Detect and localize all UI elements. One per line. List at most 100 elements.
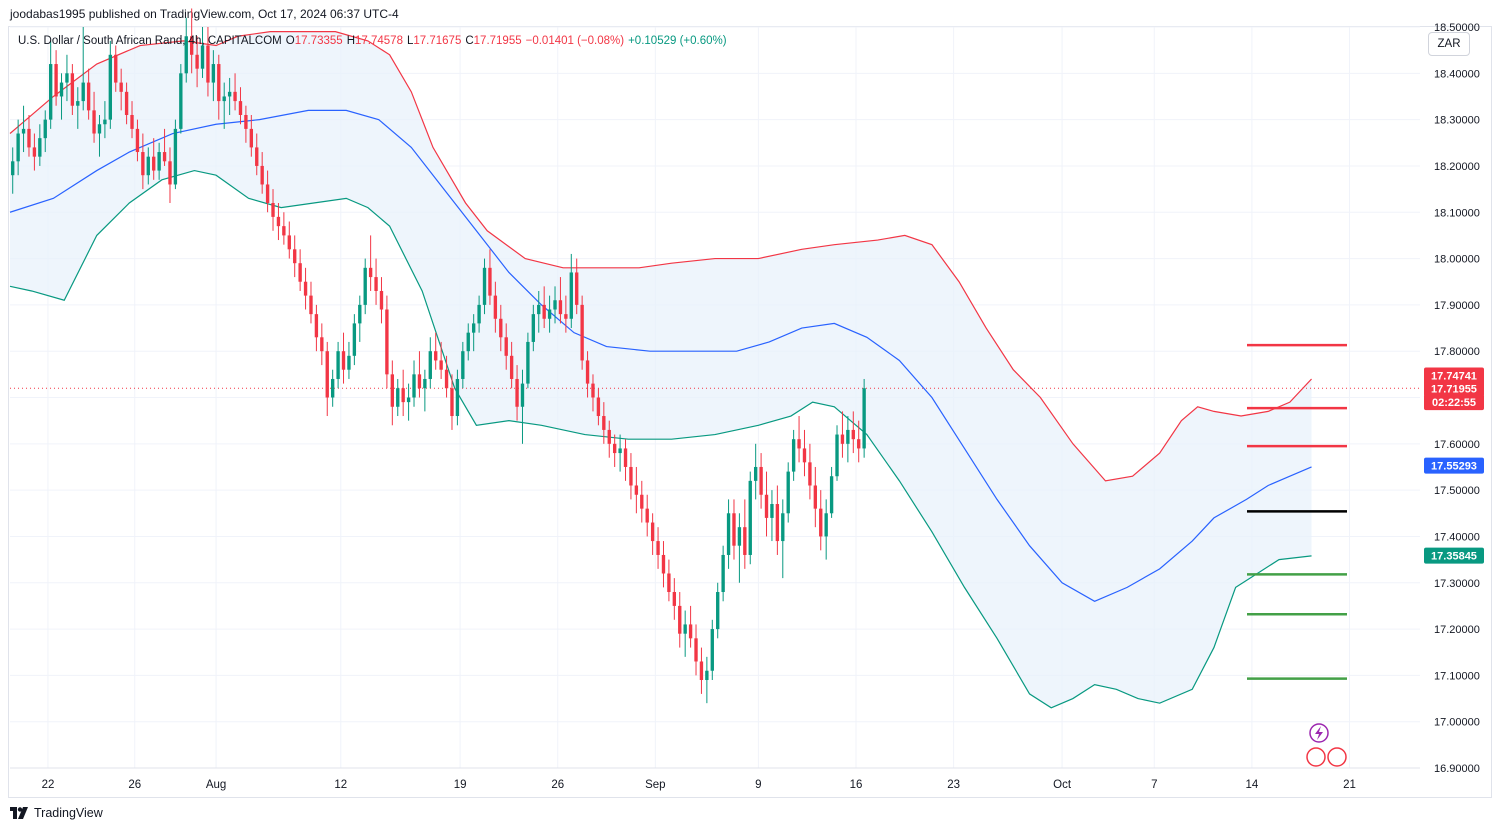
candle-body[interactable] xyxy=(640,494,644,509)
candle-body[interactable] xyxy=(86,82,91,111)
candle-body[interactable] xyxy=(526,341,530,384)
candle-body[interactable] xyxy=(217,64,221,102)
candle-body[interactable] xyxy=(634,485,639,495)
candle-body[interactable] xyxy=(108,54,113,120)
candle-body[interactable] xyxy=(347,355,351,370)
candle-body[interactable] xyxy=(146,156,150,176)
candle-body[interactable] xyxy=(672,592,677,606)
candle-body[interactable] xyxy=(97,124,102,134)
candle-body[interactable] xyxy=(130,114,134,129)
candle-body[interactable] xyxy=(385,309,389,375)
candle-body[interactable] xyxy=(184,36,188,74)
candle-body[interactable] xyxy=(157,152,161,171)
candle-body[interactable] xyxy=(623,448,628,467)
candle-body[interactable] xyxy=(835,434,839,477)
candle-body[interactable] xyxy=(271,202,275,217)
candle-body[interactable] xyxy=(401,388,405,403)
candle-body[interactable] xyxy=(412,374,416,398)
candle-body[interactable] xyxy=(737,527,742,546)
candle-body[interactable] xyxy=(168,161,172,185)
candle-body[interactable] xyxy=(330,378,335,398)
candle-body[interactable] xyxy=(829,476,834,514)
candle-body[interactable] xyxy=(531,314,536,342)
candle-body[interactable] xyxy=(314,314,319,338)
candle-body[interactable] xyxy=(732,513,736,546)
candle-body[interactable] xyxy=(179,73,183,129)
candle-body[interactable] xyxy=(434,351,438,361)
candle-body[interactable] xyxy=(650,522,655,542)
candle-body[interactable] xyxy=(499,318,503,338)
candle-body[interactable] xyxy=(596,397,601,417)
candle-body[interactable] xyxy=(227,91,232,97)
candle-body[interactable] xyxy=(661,554,666,574)
candle-body[interactable] xyxy=(520,383,525,407)
candle-body[interactable] xyxy=(48,64,53,120)
candle-body[interactable] xyxy=(504,337,508,356)
candle-body[interactable] xyxy=(721,554,725,593)
candle-body[interactable] xyxy=(336,351,340,379)
candle-body[interactable] xyxy=(76,101,80,106)
candle-body[interactable] xyxy=(575,272,579,305)
candle-body[interactable] xyxy=(303,281,308,296)
candle-body[interactable] xyxy=(688,624,693,639)
candle-body[interactable] xyxy=(320,337,324,352)
candle-body[interactable] xyxy=(11,161,15,176)
candle-body[interactable] xyxy=(813,485,818,509)
candle-body[interactable] xyxy=(802,448,807,463)
candle-body[interactable] xyxy=(612,443,617,454)
tradingview-brand[interactable]: TradingView xyxy=(34,806,103,820)
candle-body[interactable] xyxy=(265,184,270,203)
candle-body[interactable] xyxy=(851,429,855,440)
candle-body[interactable] xyxy=(857,439,861,449)
candle-body[interactable] xyxy=(70,73,75,106)
candle-body[interactable] xyxy=(862,388,866,449)
candle-body[interactable] xyxy=(569,272,573,319)
candle-body[interactable] xyxy=(152,156,156,171)
candle-body[interactable] xyxy=(428,351,432,379)
candle-body[interactable] xyxy=(92,110,96,134)
candle-body[interactable] xyxy=(748,480,752,555)
candle-body[interactable] xyxy=(710,629,714,671)
candle-body[interactable] xyxy=(211,64,216,83)
candle-body[interactable] xyxy=(775,504,780,542)
candle-body[interactable] xyxy=(716,592,720,630)
candle-body[interactable] xyxy=(824,513,828,537)
candle-body[interactable] xyxy=(38,138,42,157)
candle-body[interactable] xyxy=(59,82,64,97)
candle-body[interactable] xyxy=(509,355,514,379)
candle-body[interactable] xyxy=(455,378,460,417)
candle-body[interactable] xyxy=(260,165,264,185)
candle-body[interactable] xyxy=(406,397,411,403)
candle-body[interactable] xyxy=(358,304,362,324)
candle-body[interactable] xyxy=(439,360,443,370)
candle-body[interactable] xyxy=(65,73,69,83)
candle-body[interactable] xyxy=(390,374,395,407)
currency-button[interactable]: ZAR xyxy=(1428,32,1470,56)
candle-body[interactable] xyxy=(325,351,329,398)
candle-body[interactable] xyxy=(363,267,367,305)
candle-body[interactable] xyxy=(667,573,671,593)
candle-body[interactable] xyxy=(173,128,178,185)
candle-body[interactable] xyxy=(195,54,199,69)
candle-body[interactable] xyxy=(629,466,633,486)
symbol-title[interactable]: U.S. Dollar / South African Rand, 4h, CA… xyxy=(18,35,282,47)
candle-body[interactable] xyxy=(591,383,595,398)
candle-body[interactable] xyxy=(618,448,622,454)
candle-body[interactable] xyxy=(743,527,747,555)
candle-body[interactable] xyxy=(808,462,812,486)
candle-body[interactable] xyxy=(293,249,297,264)
candle-body[interactable] xyxy=(141,152,145,176)
candle-body[interactable] xyxy=(726,513,731,555)
candle-body[interactable] xyxy=(797,439,801,449)
tradingview-logo-icon[interactable] xyxy=(10,807,28,819)
candle-body[interactable] xyxy=(759,466,763,495)
candle-body[interactable] xyxy=(764,494,769,518)
candle-body[interactable] xyxy=(482,267,487,305)
candle-body[interactable] xyxy=(819,508,823,537)
candle-body[interactable] xyxy=(135,128,140,153)
candle-body[interactable] xyxy=(564,314,568,319)
candle-body[interactable] xyxy=(162,152,167,162)
candle-body[interactable] xyxy=(298,263,302,282)
candle-body[interactable] xyxy=(287,235,291,250)
